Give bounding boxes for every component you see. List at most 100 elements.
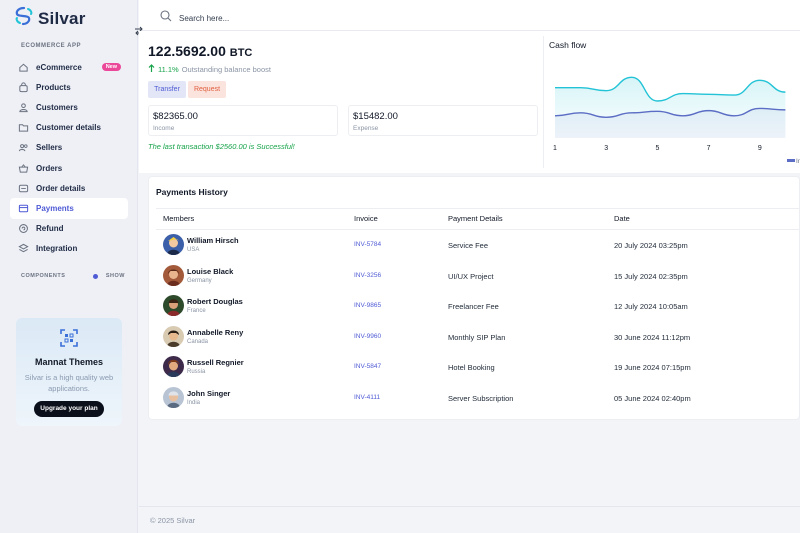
legend-label: In — [796, 158, 800, 165]
basket-icon — [17, 162, 29, 174]
sidebar-item-ecommerce[interactable]: eCommerce New — [10, 57, 128, 77]
sidebar-item-refund[interactable]: Refund — [10, 219, 128, 239]
payment-date: 12 July 2024 10:05am — [614, 302, 688, 312]
table-row[interactable]: Louise Black Germany INV-3256 UI/UX Proj… — [149, 260, 800, 291]
section-label: ECOMMERCE APP — [21, 43, 81, 49]
refund-icon — [17, 223, 29, 235]
member-name: Annabelle Reny — [187, 327, 244, 337]
status-dot — [92, 273, 98, 279]
promo-title: Mannat Themes — [34, 357, 103, 367]
expense-label: Expense — [353, 125, 379, 132]
table-row[interactable]: William Hirsch USA INV-5784 Service Fee … — [149, 229, 800, 260]
sidebar-item-orders[interactable]: Orders — [10, 158, 128, 178]
member-country: Russia — [187, 369, 206, 376]
table-row[interactable]: Annabelle Reny Canada INV-9960 Monthly S… — [149, 321, 800, 352]
sidebar-item-label: Payments — [36, 203, 74, 213]
avatar — [163, 264, 184, 286]
member-country: France — [187, 308, 206, 315]
payment-date: 20 July 2024 03:25pm — [614, 241, 688, 250]
sidebar-item-label: Customers — [36, 102, 78, 112]
divider — [543, 36, 544, 168]
swap-icon[interactable] — [134, 23, 144, 36]
stack-icon — [17, 243, 29, 255]
invoice-link[interactable]: INV-3256 — [354, 271, 382, 279]
series-line — [554, 107, 786, 118]
payment-detail: Freelancer Fee — [448, 302, 499, 312]
invoice-link[interactable]: INV-4111 — [354, 394, 381, 401]
member-name: Robert Douglas — [187, 297, 243, 307]
payments-history-card: Payments History Members Invoice Payment… — [148, 176, 800, 420]
sidebar-nav: eCommerce New Products Customers Custome… — [10, 57, 128, 259]
cashflow-title: Cash flow — [549, 40, 587, 50]
series-line — [555, 76, 786, 102]
growth-percent: 11.1% — [158, 64, 179, 74]
components-section: COMPONENTS SHOW — [21, 273, 125, 279]
member-country: USA — [187, 247, 200, 253]
payment-date: 30 June 2024 11:12pm — [614, 332, 691, 342]
expense-value: $15482.00 — [353, 111, 398, 122]
sidebar-item-customer-details[interactable]: Customer details — [10, 118, 128, 138]
payment-date: 15 July 2024 02:35pm — [614, 271, 688, 281]
invoice-link[interactable]: INV-5784 — [354, 241, 382, 248]
x-tick-label: 3 — [604, 145, 608, 152]
expense-card: $15482.00 Expense — [348, 105, 538, 136]
column-header-invoice: Invoice — [354, 214, 378, 223]
sidebar-item-label: Order details — [36, 183, 86, 193]
sidebar-item-products[interactable]: Products — [10, 77, 128, 97]
sidebar-item-order-details[interactable]: Order details — [10, 178, 128, 198]
balance-amount: 122.5692.00 — [148, 43, 226, 59]
avatar — [163, 234, 184, 255]
logo-icon — [14, 6, 34, 31]
card-icon — [17, 202, 29, 214]
member-country: India — [187, 400, 201, 406]
table-row[interactable]: Russell Regnier Russia INV-5847 Hotel Bo… — [149, 351, 800, 382]
request-button[interactable]: Request — [188, 81, 226, 98]
sidebar-item-label: Sellers — [36, 143, 63, 153]
sidebar-item-payments[interactable]: Payments — [10, 198, 128, 219]
column-header-members: Members — [163, 214, 195, 223]
search-icon[interactable] — [160, 9, 172, 27]
income-card: $82365.00 Income — [148, 105, 338, 136]
bag-icon — [17, 81, 29, 93]
series-area — [555, 77, 786, 138]
transfer-button[interactable]: Transfer — [148, 81, 186, 98]
legend-swatch — [787, 159, 795, 162]
sidebar-item-label: Products — [36, 82, 71, 92]
member-name: William Hirsch — [187, 236, 239, 245]
balance-growth: 11.1% Outstanding balance boost — [148, 64, 271, 74]
components-show-toggle[interactable]: SHOW — [105, 273, 125, 279]
table-row[interactable]: Robert Douglas France INV-9865 Freelance… — [149, 290, 800, 321]
upgrade-plan-button[interactable]: Upgrade your plan — [34, 401, 104, 417]
sidebar-item-customers[interactable]: Customers — [10, 97, 128, 117]
home-icon — [17, 61, 29, 73]
member-name: John Singer — [187, 389, 231, 398]
table-row[interactable]: John Singer India INV-4111 Server Subscr… — [149, 382, 800, 413]
scan-icon — [59, 328, 79, 353]
member-country: Canada — [187, 338, 209, 345]
menu-icon — [17, 182, 29, 194]
x-tick-label: 7 — [707, 145, 711, 152]
sidebar-item-label: Integration — [36, 244, 78, 254]
member-country: Germany — [187, 277, 212, 284]
btc-balance: 122.5692.00 BTC — [148, 43, 252, 59]
income-value: $82365.00 — [153, 111, 198, 122]
search-input[interactable] — [179, 13, 339, 23]
sidebar: Silvar ECOMMERCE APP eCommerce New Produ… — [0, 0, 138, 533]
sidebar-item-label: Refund — [36, 224, 64, 234]
invoice-link[interactable]: INV-9960 — [354, 332, 382, 340]
folder-icon — [17, 122, 29, 134]
sidebar-item-integration[interactable]: Integration — [10, 239, 128, 259]
sidebar-item-sellers[interactable]: Sellers — [10, 138, 128, 158]
sidebar-item-label: Orders — [36, 163, 63, 173]
payment-detail: Monthly SIP Plan — [448, 332, 506, 342]
people-icon — [17, 142, 29, 154]
payment-detail: Service Fee — [448, 241, 489, 250]
new-badge: New — [101, 63, 121, 72]
components-label: COMPONENTS — [21, 273, 66, 279]
avatar — [163, 387, 184, 408]
brand[interactable]: Silvar — [14, 6, 86, 31]
invoice-link[interactable]: INV-5847 — [354, 363, 382, 371]
column-header-payment-details: Payment Details — [448, 214, 503, 223]
invoice-link[interactable]: INV-9865 — [354, 302, 382, 310]
brand-name: Silvar — [38, 8, 86, 28]
